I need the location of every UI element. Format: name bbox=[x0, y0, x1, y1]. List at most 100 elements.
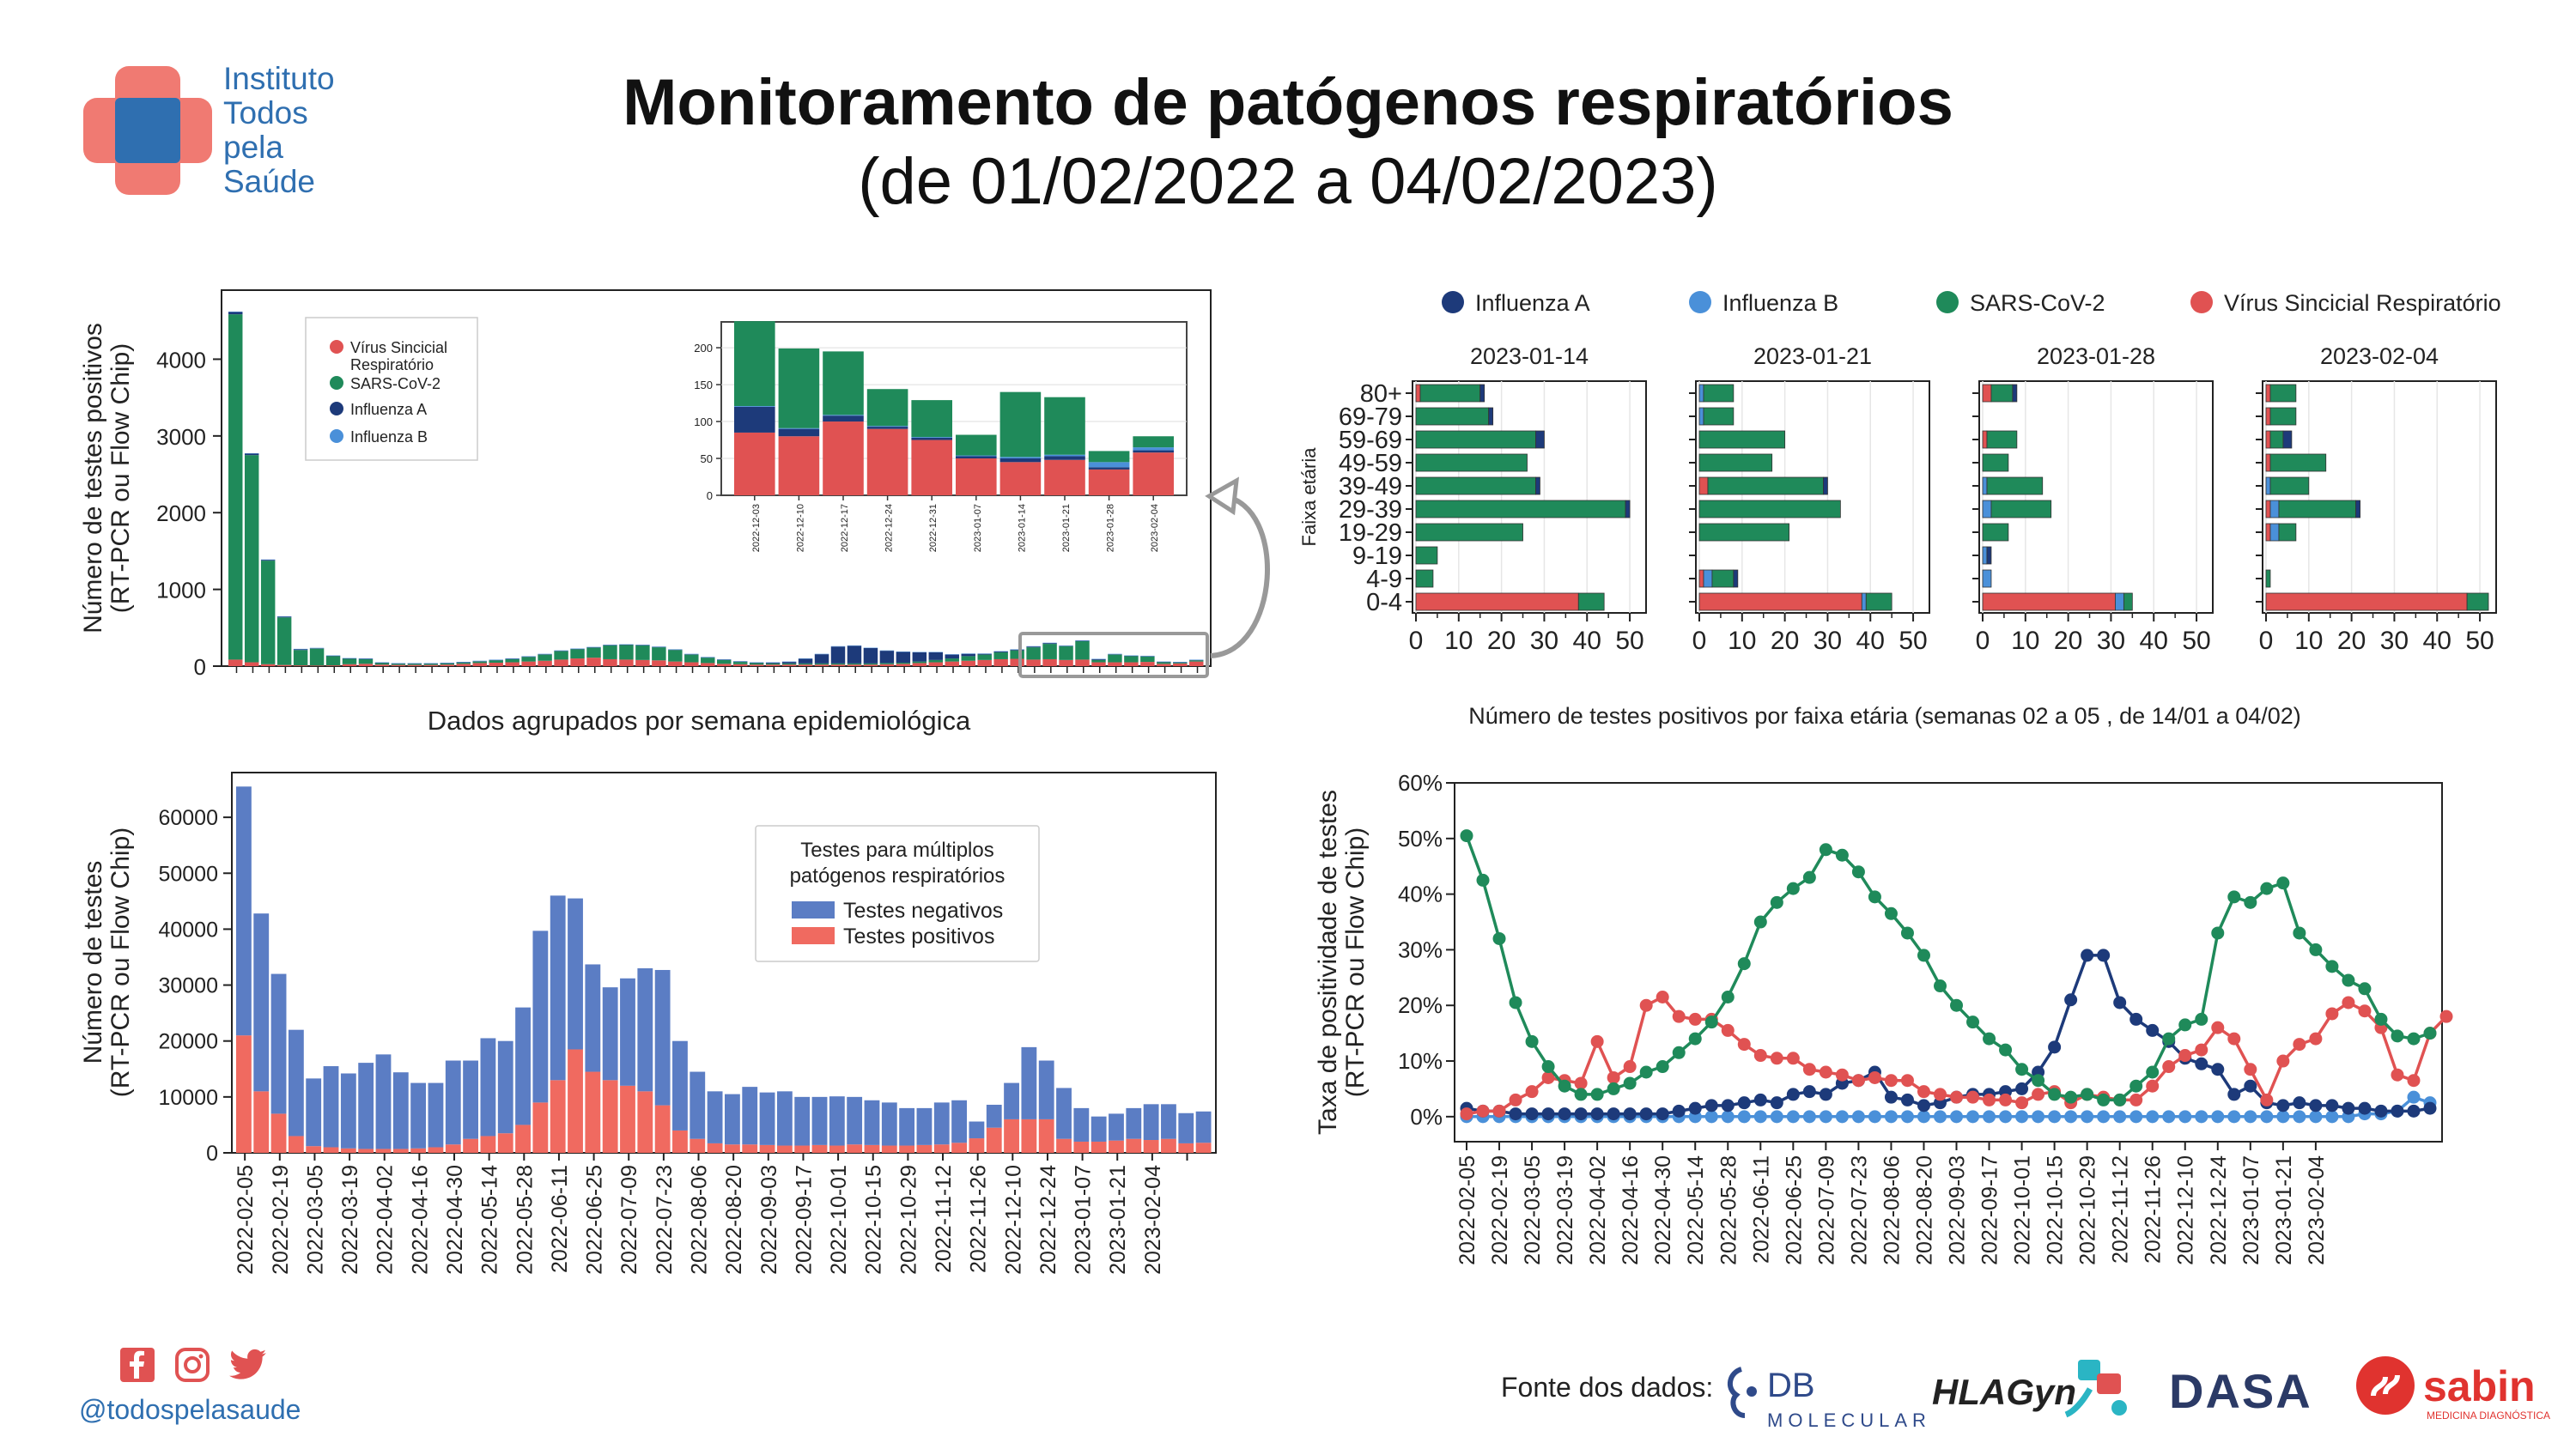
x-tick-label: 2022-07-09 bbox=[617, 1165, 641, 1275]
inset-bar-sars bbox=[999, 391, 1042, 458]
point-sars bbox=[1933, 979, 1947, 993]
bar-positive bbox=[375, 1149, 392, 1153]
y-tick-label: 60000 bbox=[158, 806, 218, 830]
x-tick-label: 10 bbox=[1444, 627, 1473, 655]
bar-positive bbox=[1109, 1140, 1124, 1153]
point-sars bbox=[1704, 1016, 1718, 1029]
zoom-highlight bbox=[1018, 632, 1209, 678]
bar-vsr bbox=[342, 664, 357, 666]
age-bar-vsr bbox=[1982, 430, 1988, 449]
bar-sars bbox=[538, 654, 552, 661]
age-bar-sars bbox=[1577, 592, 1605, 611]
inset-bar-sars bbox=[1044, 397, 1085, 455]
bar-vsr bbox=[570, 658, 585, 666]
twitter-icon[interactable] bbox=[228, 1348, 268, 1382]
legend-marker bbox=[330, 402, 343, 415]
x-tick-text: 2022-08-20 bbox=[1912, 1155, 1936, 1265]
bar-vsr bbox=[668, 661, 683, 666]
point-fluA bbox=[1558, 1107, 1571, 1121]
bar-positive bbox=[986, 1127, 1002, 1153]
facebook-icon[interactable] bbox=[118, 1346, 156, 1384]
inset-x-tick-text: 2023-01-28 bbox=[1106, 504, 1116, 552]
bar-positive bbox=[1178, 1143, 1194, 1153]
inset-bar-fluB bbox=[866, 426, 908, 427]
bar-sars bbox=[228, 314, 243, 660]
bar-vsr bbox=[325, 665, 341, 666]
bar-vsr bbox=[293, 665, 308, 666]
bar-sars bbox=[1157, 662, 1171, 664]
point-vsr bbox=[1900, 1074, 1914, 1088]
y-tick-label: 3000 bbox=[156, 424, 206, 450]
y-tick-label: 4000 bbox=[156, 347, 206, 373]
inset-bar-vsr bbox=[778, 436, 820, 495]
bar-vsr bbox=[814, 664, 829, 666]
bar-vsr bbox=[276, 664, 292, 666]
age-bar-vsr bbox=[2265, 384, 2271, 403]
age-panel: 2023-01-28 0 10 20 30 40 50 bbox=[1972, 343, 2214, 655]
point-vsr bbox=[2407, 1074, 2421, 1088]
bar-fluA bbox=[945, 654, 959, 659]
x-tick-text: 2022-11-12 bbox=[932, 1165, 956, 1273]
point-sars bbox=[2325, 960, 2339, 973]
x-tick-text: 2022-04-16 bbox=[1619, 1155, 1643, 1265]
age-bar-fluB bbox=[2269, 500, 2280, 518]
point-fluA bbox=[2309, 1099, 2323, 1113]
x-tick-text: 2022-03-05 bbox=[303, 1165, 327, 1275]
x-tick-text: 2022-04-30 bbox=[1651, 1155, 1675, 1265]
age-panel: 2023-02-04 0 10 20 30 40 50 bbox=[2256, 343, 2497, 655]
x-tick-label: 2022-09-03 bbox=[757, 1165, 781, 1275]
instagram-icon[interactable] bbox=[173, 1346, 211, 1384]
x-tick-label: 20 bbox=[2337, 627, 2366, 655]
x-tick-text: 2022-05-14 bbox=[1684, 1155, 1708, 1265]
x-tick-label: 2022-09-03 bbox=[1946, 1155, 1970, 1265]
inset-bar-vsr bbox=[1044, 459, 1085, 495]
x-tick-label: 20 bbox=[1771, 627, 1799, 655]
inset-bar-fluB bbox=[1133, 447, 1174, 451]
bar-sars bbox=[701, 658, 715, 664]
x-tick-text: 2022-06-11 bbox=[1749, 1155, 1773, 1264]
point-fluA bbox=[2276, 1099, 2290, 1113]
x-tick-label: 2022-10-29 bbox=[896, 1165, 920, 1275]
bar-negative bbox=[794, 1096, 811, 1146]
bar-negative bbox=[392, 1072, 409, 1149]
bar-vsr bbox=[391, 664, 406, 666]
x-tick-label: 2022-12-24 bbox=[2207, 1155, 2231, 1265]
social-handle[interactable]: @todospelasaude bbox=[79, 1394, 301, 1425]
point-sars bbox=[2081, 1088, 2094, 1101]
bar-positive bbox=[864, 1144, 880, 1153]
bar-positive bbox=[725, 1144, 740, 1153]
bar-vsr bbox=[374, 664, 390, 666]
point-fluA bbox=[1900, 1093, 1914, 1106]
y-tick-label: 49-59 bbox=[1339, 450, 1402, 477]
inset-x-tick-label: 2023-01-28 bbox=[1106, 504, 1116, 552]
age-bar-vsr bbox=[2265, 523, 2271, 542]
x-tick-text: 2022-07-23 bbox=[653, 1165, 677, 1275]
bar-negative bbox=[550, 895, 566, 1081]
x-tick-text: 2022-05-28 bbox=[1716, 1155, 1741, 1265]
x-tick-label: 0 bbox=[2259, 627, 2274, 655]
point-sars bbox=[2244, 895, 2257, 909]
bar-negative bbox=[585, 964, 601, 1072]
x-tick-text: 2022-06-25 bbox=[1782, 1155, 1806, 1265]
x-tick-text: 2022-10-15 bbox=[862, 1165, 886, 1275]
age-bar-fluB bbox=[1982, 569, 1992, 588]
point-fluB bbox=[1770, 1110, 1783, 1124]
y-tick-label: 40% bbox=[1398, 882, 1443, 907]
point-sars bbox=[1541, 1060, 1555, 1074]
x-tick-label: 30 bbox=[2097, 627, 2125, 655]
y-tick-label: 40000 bbox=[158, 918, 218, 942]
point-vsr bbox=[2129, 1093, 2143, 1106]
point-sars bbox=[1802, 870, 1816, 884]
age-bar-sars bbox=[1415, 523, 1523, 542]
age-bar-sars bbox=[1990, 500, 2052, 518]
x-tick-text: 2022-02-19 bbox=[1488, 1155, 1512, 1265]
legend-marker bbox=[1936, 291, 1959, 313]
point-sars bbox=[1558, 1079, 1571, 1093]
point-vsr bbox=[1476, 1104, 1490, 1118]
bar-vsr bbox=[1140, 662, 1155, 666]
age-bar-sars bbox=[1698, 453, 1773, 472]
x-tick-label: 2022-06-25 bbox=[583, 1165, 607, 1275]
bar-sars bbox=[521, 657, 536, 662]
bar-sars bbox=[489, 660, 503, 663]
